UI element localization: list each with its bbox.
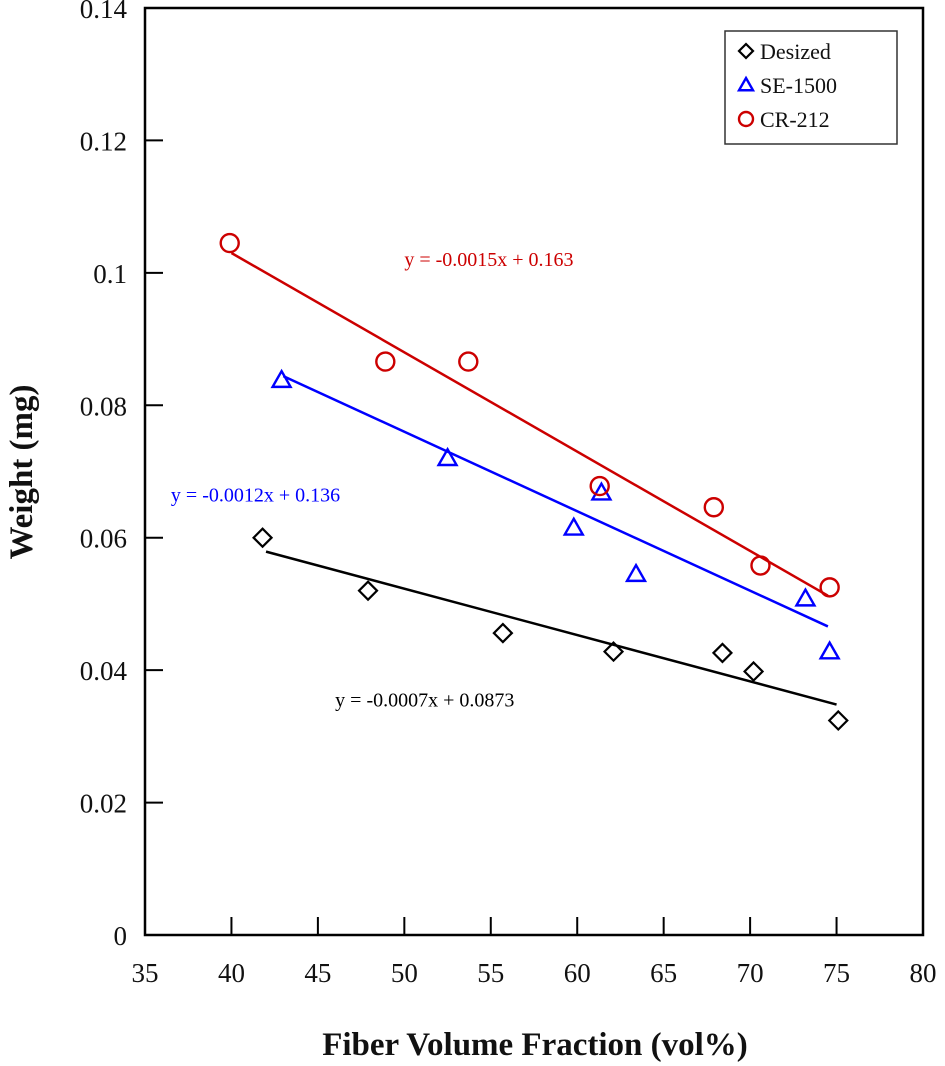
y-tick-label: 0.08 (80, 391, 127, 421)
point-desized (494, 624, 512, 642)
x-tick-label: 45 (304, 958, 331, 988)
equation-annotations: y = -0.0015x + 0.163 y = -0.0012x + 0.136… (171, 249, 574, 711)
x-tick-label: 40 (218, 958, 245, 988)
data-points (221, 234, 848, 729)
point-cr-212 (221, 234, 239, 252)
y-tick-label: 0.06 (80, 524, 127, 554)
y-axis-title: Weight (mg) (4, 384, 40, 559)
legend-label-cr-212: CR-212 (760, 107, 830, 132)
point-se-1500 (565, 519, 583, 535)
y-tick-label: 0.02 (80, 789, 127, 819)
fit-lines (231, 253, 836, 705)
fit-line-desized (266, 552, 837, 705)
y-tick-label: 0 (114, 921, 128, 951)
equation-desized: y = -0.0007x + 0.0873 (335, 690, 514, 712)
x-tick-label: 70 (737, 958, 764, 988)
point-desized (745, 662, 763, 680)
x-tick-label: 50 (391, 958, 418, 988)
point-cr-212 (376, 353, 394, 371)
legend-label-desized: Desized (760, 39, 831, 64)
y-tick-label: 0.04 (80, 656, 128, 686)
legend: Desized SE-1500 CR-212 (725, 31, 897, 144)
point-desized (254, 529, 272, 547)
x-tick-label: 35 (132, 958, 159, 988)
point-cr-212 (821, 578, 839, 596)
plot-border (145, 8, 923, 935)
point-desized (359, 582, 377, 600)
x-axis-title: Fiber Volume Fraction (vol%) (322, 1027, 748, 1063)
y-tick-label: 0.14 (80, 0, 128, 24)
point-se-1500 (796, 590, 814, 606)
fit-line-cr-212 (231, 253, 827, 596)
plot-frame (145, 8, 923, 935)
legend-label-se-1500: SE-1500 (760, 73, 837, 98)
x-tick-label: 60 (564, 958, 591, 988)
point-cr-212 (705, 498, 723, 516)
y-tick-label: 0.1 (93, 259, 127, 289)
equation-cr-212: y = -0.0015x + 0.163 (404, 249, 573, 271)
point-desized (829, 711, 847, 729)
point-se-1500 (439, 449, 457, 465)
fit-line-se-1500 (283, 376, 828, 626)
equation-se-1500: y = -0.0012x + 0.136 (171, 484, 340, 506)
point-cr-212 (459, 353, 477, 371)
x-tick-label: 75 (823, 958, 850, 988)
x-tick-label: 55 (477, 958, 504, 988)
point-desized (713, 644, 731, 662)
y-tick-label: 0.12 (80, 126, 127, 156)
point-se-1500 (821, 643, 839, 659)
x-tick-label: 65 (650, 958, 677, 988)
point-se-1500 (627, 565, 645, 581)
x-tick-label: 80 (910, 958, 937, 988)
point-cr-212 (751, 557, 769, 575)
